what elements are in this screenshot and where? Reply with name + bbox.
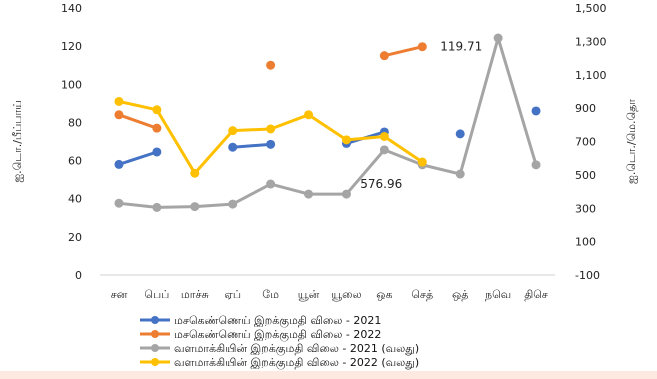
- legend-swatch-marker: [151, 330, 159, 338]
- series-2-point: [152, 123, 162, 133]
- x-tick-label: மாச்சு: [181, 288, 209, 301]
- series-4-point: [228, 126, 238, 136]
- series-3-point: [455, 169, 465, 179]
- legend-item: வளமாக்கியின் இறக்குமதி விலை - 2021 (வலது…: [140, 342, 419, 357]
- x-tick-label: செத்: [411, 288, 433, 301]
- series-1-line: [231, 142, 273, 149]
- y-right-tick-label: 1,300: [575, 35, 607, 48]
- series-2-line: [382, 45, 424, 58]
- series-3-point: [152, 202, 162, 212]
- annotation-layer: 119.71 576.96: [360, 40, 482, 191]
- data-label: 119.71: [440, 40, 482, 54]
- legend-item: வளமாக்கியின் இறக்குமதி விலை - 2022 (வலது…: [140, 356, 419, 371]
- series-4-point: [379, 131, 389, 141]
- axes-layer: 0 20 40 60 80 100 120 140 -100 100 300 500 700 900 1,1…: [11, 2, 638, 301]
- y-right-tick-label: 900: [575, 102, 596, 115]
- series-4-line: [117, 99, 424, 175]
- y-right-tick-label: 100: [575, 236, 596, 249]
- series-2-point: [379, 51, 389, 61]
- series-3-point: [379, 145, 389, 155]
- series-1-point: [114, 159, 124, 169]
- x-tick-label: திசெ: [524, 288, 548, 301]
- series-1-point: [152, 147, 162, 157]
- x-tick-label: ஒக: [376, 288, 392, 301]
- y-left-tick-label: 140: [61, 2, 82, 15]
- series-3-point: [190, 202, 200, 212]
- legend-swatch-marker: [151, 358, 159, 366]
- legend-swatch-marker: [151, 344, 159, 352]
- series-4-point: [341, 135, 351, 145]
- data-label: 576.96: [360, 177, 402, 191]
- x-tick-label: மே: [262, 288, 279, 301]
- series-4-point: [266, 124, 276, 134]
- y-left-tick-label: 60: [68, 155, 82, 168]
- legend-label: மசகெண்ணெய் இறக்குமதி விலை - 2021: [174, 314, 381, 329]
- x-tick-label: ஒத்: [452, 288, 468, 301]
- y-left-tick-label: 80: [68, 116, 82, 129]
- y-left-axis-title: ஐ.டொ./பீப்பாய்: [11, 100, 24, 182]
- y-right-tick-label: 1,500: [575, 2, 607, 15]
- legend: மசகெண்ணெய் இறக்குமதி விலை - 2021மசகெண்ணெ…: [140, 314, 419, 371]
- legend-item: மசகெண்ணெய் இறக்குமதி விலை - 2022: [140, 328, 381, 343]
- y-left-tick-label: 20: [68, 231, 82, 244]
- series-1-point: [455, 129, 465, 139]
- series-3-point: [531, 160, 541, 170]
- x-tick-label: நவெ: [485, 288, 511, 301]
- series-3-point: [114, 198, 124, 208]
- legend-label: வளமாக்கியின் இறக்குமதி விலை - 2021 (வலது…: [174, 342, 419, 357]
- series-2-point: [266, 60, 276, 70]
- series-4-point: [190, 168, 200, 178]
- bottom-band: [0, 371, 657, 379]
- series-layer: [114, 33, 541, 212]
- y-right-tick-label: 300: [575, 202, 596, 215]
- series-4: [114, 96, 427, 178]
- y-right-axis-title: ஐ.டொ./மெ.தொ: [625, 99, 638, 184]
- series-3-point: [304, 189, 314, 199]
- x-tick-label: ஏப்: [224, 288, 241, 301]
- x-tick-label: பெப்: [144, 288, 169, 301]
- series-1-point: [266, 139, 276, 149]
- legend-swatch-marker: [151, 316, 159, 324]
- series-4-point: [152, 105, 162, 115]
- x-tick-label: யூலை: [331, 288, 361, 301]
- series-1-point: [228, 142, 238, 152]
- series-3: [114, 33, 541, 212]
- series-4-point: [417, 157, 427, 167]
- series-2-point: [417, 42, 427, 52]
- series-1-point: [531, 106, 541, 116]
- legend-label: மசகெண்ணெய் இறக்குமதி விலை - 2022: [174, 328, 381, 343]
- series-1-line: [117, 150, 159, 166]
- legend-label: வளமாக்கியின் இறக்குமதி விலை - 2022 (வலது…: [174, 356, 419, 371]
- series-3-point: [266, 179, 276, 189]
- y-right-tick-label: 500: [575, 169, 596, 182]
- y-right-tick-label: -100: [575, 269, 600, 282]
- series-2: [114, 42, 427, 133]
- y-left-tick-label: 40: [68, 193, 82, 206]
- series-3-point: [341, 189, 351, 199]
- series-4-point: [304, 110, 314, 120]
- x-tick-label: சன: [111, 288, 128, 301]
- series-2-point: [114, 110, 124, 120]
- legend-item: மசகெண்ணெய் இறக்குமதி விலை - 2021: [140, 314, 381, 329]
- y-right-tick-label: 700: [575, 136, 596, 149]
- series-2-line: [117, 113, 159, 130]
- y-left-tick-label: 100: [61, 78, 82, 91]
- x-tick-label: யூன்: [298, 288, 320, 301]
- y-left-tick-label: 120: [61, 40, 82, 53]
- series-3-line: [117, 36, 538, 209]
- series-4-point: [114, 96, 124, 106]
- y-right-tick-label: 1,100: [575, 69, 607, 82]
- series-3-point: [228, 199, 238, 209]
- series-3-point: [493, 33, 503, 43]
- y-left-tick-label: 0: [75, 269, 82, 282]
